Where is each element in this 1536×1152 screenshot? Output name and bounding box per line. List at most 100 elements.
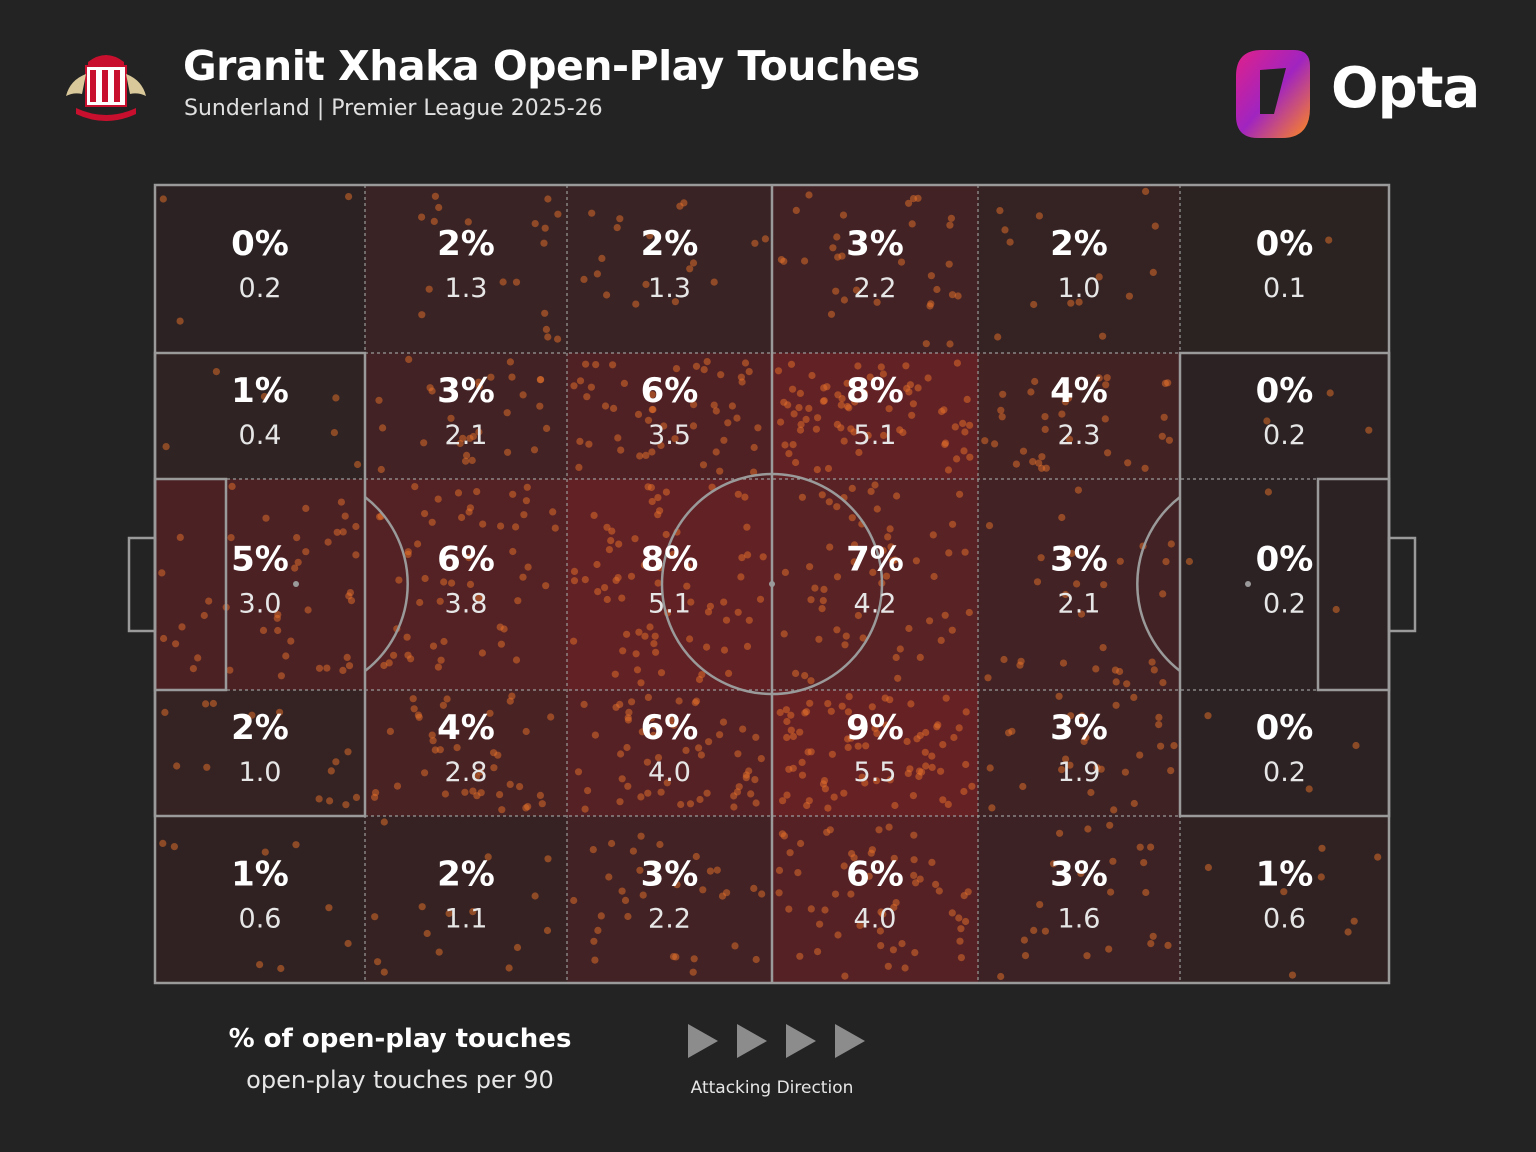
touch-dot: [409, 695, 417, 703]
touch-dot: [877, 942, 885, 950]
touch-dot: [1042, 464, 1050, 472]
touch-dot: [819, 597, 827, 605]
touch-dot: [618, 887, 626, 895]
touch-dot: [339, 528, 347, 536]
zone-per90-label: 0.4: [239, 420, 282, 451]
touch-dot: [916, 653, 924, 662]
touch-dot: [841, 972, 849, 980]
touch-dot: [1092, 665, 1100, 673]
touch-dot: [1035, 212, 1043, 220]
touch-dot: [385, 659, 393, 667]
touch-dot: [612, 703, 620, 711]
touch-dot: [576, 377, 585, 385]
zone-percent-label: 2%: [641, 224, 699, 264]
touch-dot: [540, 239, 548, 247]
touch-dot: [260, 392, 268, 401]
touch-dot: [873, 298, 881, 306]
touch-dot: [576, 437, 584, 445]
touch-dot: [430, 217, 438, 225]
touch-dot: [929, 531, 937, 539]
touch-dot: [514, 597, 522, 605]
zone-per90-label: 1.0: [239, 757, 282, 788]
touch-dot: [1149, 932, 1157, 940]
touch-dot: [161, 708, 169, 717]
touch-dot: [554, 210, 562, 218]
heat-cell: [1180, 816, 1389, 983]
touch-dot: [785, 765, 793, 773]
touch-dot: [228, 482, 236, 490]
touch-dot: [640, 561, 649, 569]
touch-dot: [486, 709, 494, 717]
touch-dot: [172, 640, 180, 648]
touch-dot: [910, 856, 918, 864]
touch-dot: [650, 640, 658, 648]
direction-arrow-icon: [835, 1024, 865, 1058]
touch-dot: [574, 768, 583, 776]
touch-dot: [871, 724, 879, 733]
touch-dot: [1318, 844, 1326, 852]
touch-dot: [440, 578, 448, 586]
touch-dot: [796, 728, 804, 736]
heat-cell: [978, 690, 1180, 816]
touch-dot: [1033, 578, 1042, 586]
touch-dot: [924, 374, 932, 382]
touch-dot: [777, 418, 785, 426]
touch-dot: [1130, 799, 1138, 808]
touch-dot: [792, 669, 800, 678]
touch-dot: [1066, 761, 1074, 769]
touch-dot: [1264, 488, 1272, 496]
touch-dot: [927, 272, 936, 280]
touch-dot: [634, 410, 643, 418]
touch-dot: [802, 415, 810, 423]
touch-dot: [1083, 952, 1091, 960]
touch-dot: [416, 598, 424, 607]
touch-dot: [731, 942, 739, 950]
touch-dot: [440, 637, 448, 646]
touch-dot: [170, 843, 178, 851]
zone-labels: 0% 0.2 2% 1.3 2% 1.3 3% 2.2 2% 1.0 0% 0.1 1% 0.4 3% 2.1…: [231, 224, 1313, 935]
touch-dot: [780, 630, 788, 638]
touch-dot: [327, 767, 335, 775]
touch-dot: [912, 557, 921, 565]
touch-dot: [830, 793, 838, 801]
touch-dot: [712, 448, 720, 456]
touch-dot: [844, 743, 852, 752]
touch-dot: [434, 495, 442, 503]
touch-dot: [946, 340, 954, 348]
zone-per90-label: 1.6: [1058, 904, 1101, 935]
touch-dot: [1124, 459, 1132, 467]
touch-dot: [840, 789, 848, 797]
touch-dot: [1075, 298, 1083, 306]
touch-dot: [882, 721, 890, 729]
touch-dot: [885, 823, 893, 831]
touch-dot: [333, 528, 341, 536]
touch-dot: [1149, 268, 1157, 276]
zone-percent-label: 2%: [1050, 224, 1108, 264]
touch-dot: [826, 543, 834, 551]
touch-dot: [1058, 410, 1066, 418]
touch-dot: [1019, 447, 1028, 455]
touch-dot: [723, 889, 731, 897]
touch-dot: [506, 780, 514, 789]
touch-dot: [734, 490, 742, 498]
touch-dot: [775, 889, 783, 897]
touch-dot: [907, 700, 915, 708]
touch-dot: [189, 665, 197, 673]
touch-dot: [880, 431, 888, 439]
touch-dot: [687, 598, 695, 606]
touch-dot: [274, 626, 282, 635]
touch-dot: [698, 671, 706, 679]
heat-cell: [567, 816, 772, 983]
touch-dot: [178, 623, 186, 631]
touch-dot: [1121, 768, 1129, 776]
touch-dot: [844, 708, 853, 716]
touch-dot: [403, 633, 411, 641]
touch-dot: [654, 511, 662, 519]
touch-dot: [1374, 853, 1382, 861]
touch-dot: [458, 513, 466, 522]
touch-dot: [464, 218, 472, 226]
touch-dot: [1095, 273, 1103, 281]
touch-dot: [734, 608, 742, 616]
touch-dot: [339, 666, 347, 675]
touch-dot: [262, 514, 270, 522]
